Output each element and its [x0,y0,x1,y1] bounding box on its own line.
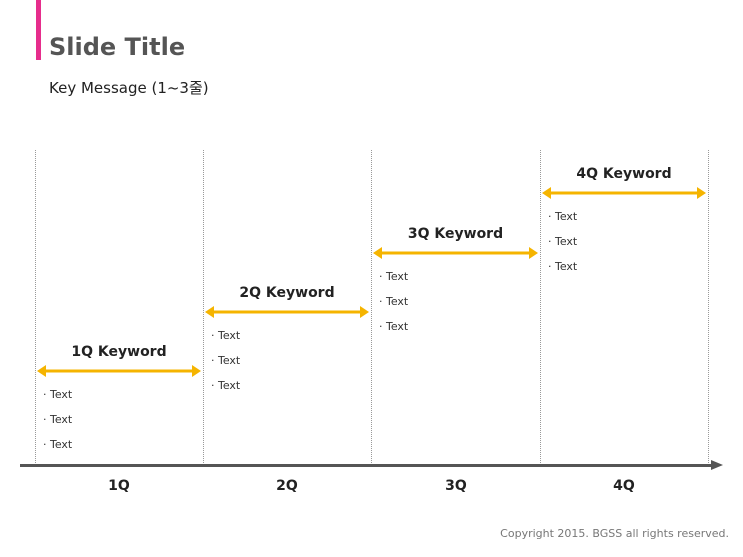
title-accent-bar [36,0,41,60]
column-divider [35,150,36,465]
copyright-notice: Copyright 2015. BGSS all rights reserved… [500,527,729,540]
column-divider [540,150,541,465]
list-item: · Text [211,354,241,367]
step-items: · Text · Text · Text [379,270,408,345]
double-arrow-icon [37,365,201,377]
list-item: · Text [379,295,409,308]
list-item: · Text [548,210,578,223]
list-item: · Text [548,235,578,248]
step-keyword: 1Q Keyword [71,344,167,360]
arrow-right-icon [711,460,723,470]
list-item: · Text [211,379,241,392]
list-item: · Text [43,438,73,451]
list-item: · Text [211,329,241,342]
step-items: · Text · Text · Text [211,329,240,404]
key-message: Key Message (1~3줄) [49,79,209,97]
step-items: · Text · Text · Text [43,388,72,463]
quarter-label-4q: 4Q [613,478,635,494]
double-arrow-icon [205,306,369,318]
step-items: · Text · Text · Text [548,210,577,285]
list-item: · Text [43,388,73,401]
column-divider [708,150,709,465]
list-item: · Text [548,260,578,273]
double-arrow-icon [542,187,706,199]
quarter-label-1q: 1Q [108,478,130,494]
timeline-axis [20,464,714,467]
step-keyword: 3Q Keyword [407,226,504,242]
step-keyword: 4Q Keyword [576,166,672,182]
quarter-label-2q: 2Q [276,478,298,494]
double-arrow-icon [373,247,538,259]
list-item: · Text [379,270,409,283]
slide-title: Slide Title [49,33,186,61]
list-item: · Text [43,413,73,426]
list-item: · Text [379,320,409,333]
quarter-label-3q: 3Q [445,478,467,494]
step-keyword: 2Q Keyword [239,285,335,301]
column-divider [203,150,204,465]
column-divider [371,150,372,465]
